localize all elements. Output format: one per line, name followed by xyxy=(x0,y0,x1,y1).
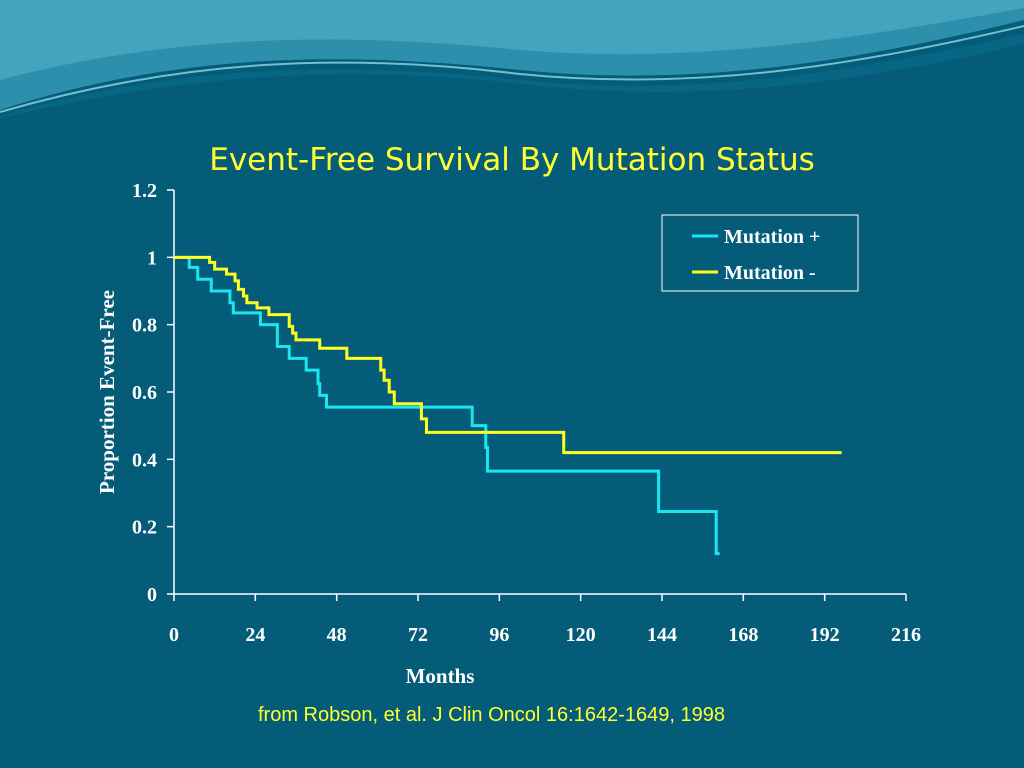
x-tick-label: 72 xyxy=(408,624,428,646)
chart-ticks: 0 24 48 72 96 120 144 168 192 216 0 0.2 0.4 0.6 0.8 1 1.… xyxy=(132,180,921,646)
x-tick-label: 48 xyxy=(327,624,347,646)
y-tick-label: 0.4 xyxy=(132,449,157,471)
header-wave-dark-band xyxy=(0,34,1024,118)
y-tick-label: 1.2 xyxy=(132,180,157,202)
series-line-mutation-positive xyxy=(174,255,720,556)
x-tick-label: 0 xyxy=(169,624,179,646)
y-tick-label: 0.8 xyxy=(132,315,157,337)
legend-label: Mutation - xyxy=(724,262,816,284)
legend-label: Mutation + xyxy=(724,226,820,248)
chart-legend: Mutation + Mutation - xyxy=(661,214,859,292)
y-tick-label: 1 xyxy=(147,247,157,269)
header-wave-highlight xyxy=(0,25,1024,113)
x-tick-label: 168 xyxy=(728,624,758,646)
x-axis-label: Months xyxy=(406,664,475,688)
x-tick-label: 144 xyxy=(647,624,677,646)
x-tick-label: 24 xyxy=(245,624,265,646)
legend-box xyxy=(661,214,859,292)
x-tick-label: 120 xyxy=(566,624,596,646)
y-tick-label: 0 xyxy=(147,584,157,606)
x-tick-label: 96 xyxy=(489,624,509,646)
x-tick-label: 192 xyxy=(810,624,840,646)
citation-text: from Robson, et al. J Clin Oncol 16:1642… xyxy=(258,704,725,726)
y-tick-label: 0.2 xyxy=(132,517,157,539)
x-tick-label: 216 xyxy=(891,624,921,646)
y-axis-label: Proportion Event-Free xyxy=(95,290,119,494)
chart-title: Event-Free Survival By Mutation Status xyxy=(209,142,815,178)
series-line-mutation-negative xyxy=(174,255,842,455)
header-wave-band xyxy=(0,0,1024,80)
y-tick-label: 0.6 xyxy=(132,382,157,404)
chart-series xyxy=(174,255,842,556)
